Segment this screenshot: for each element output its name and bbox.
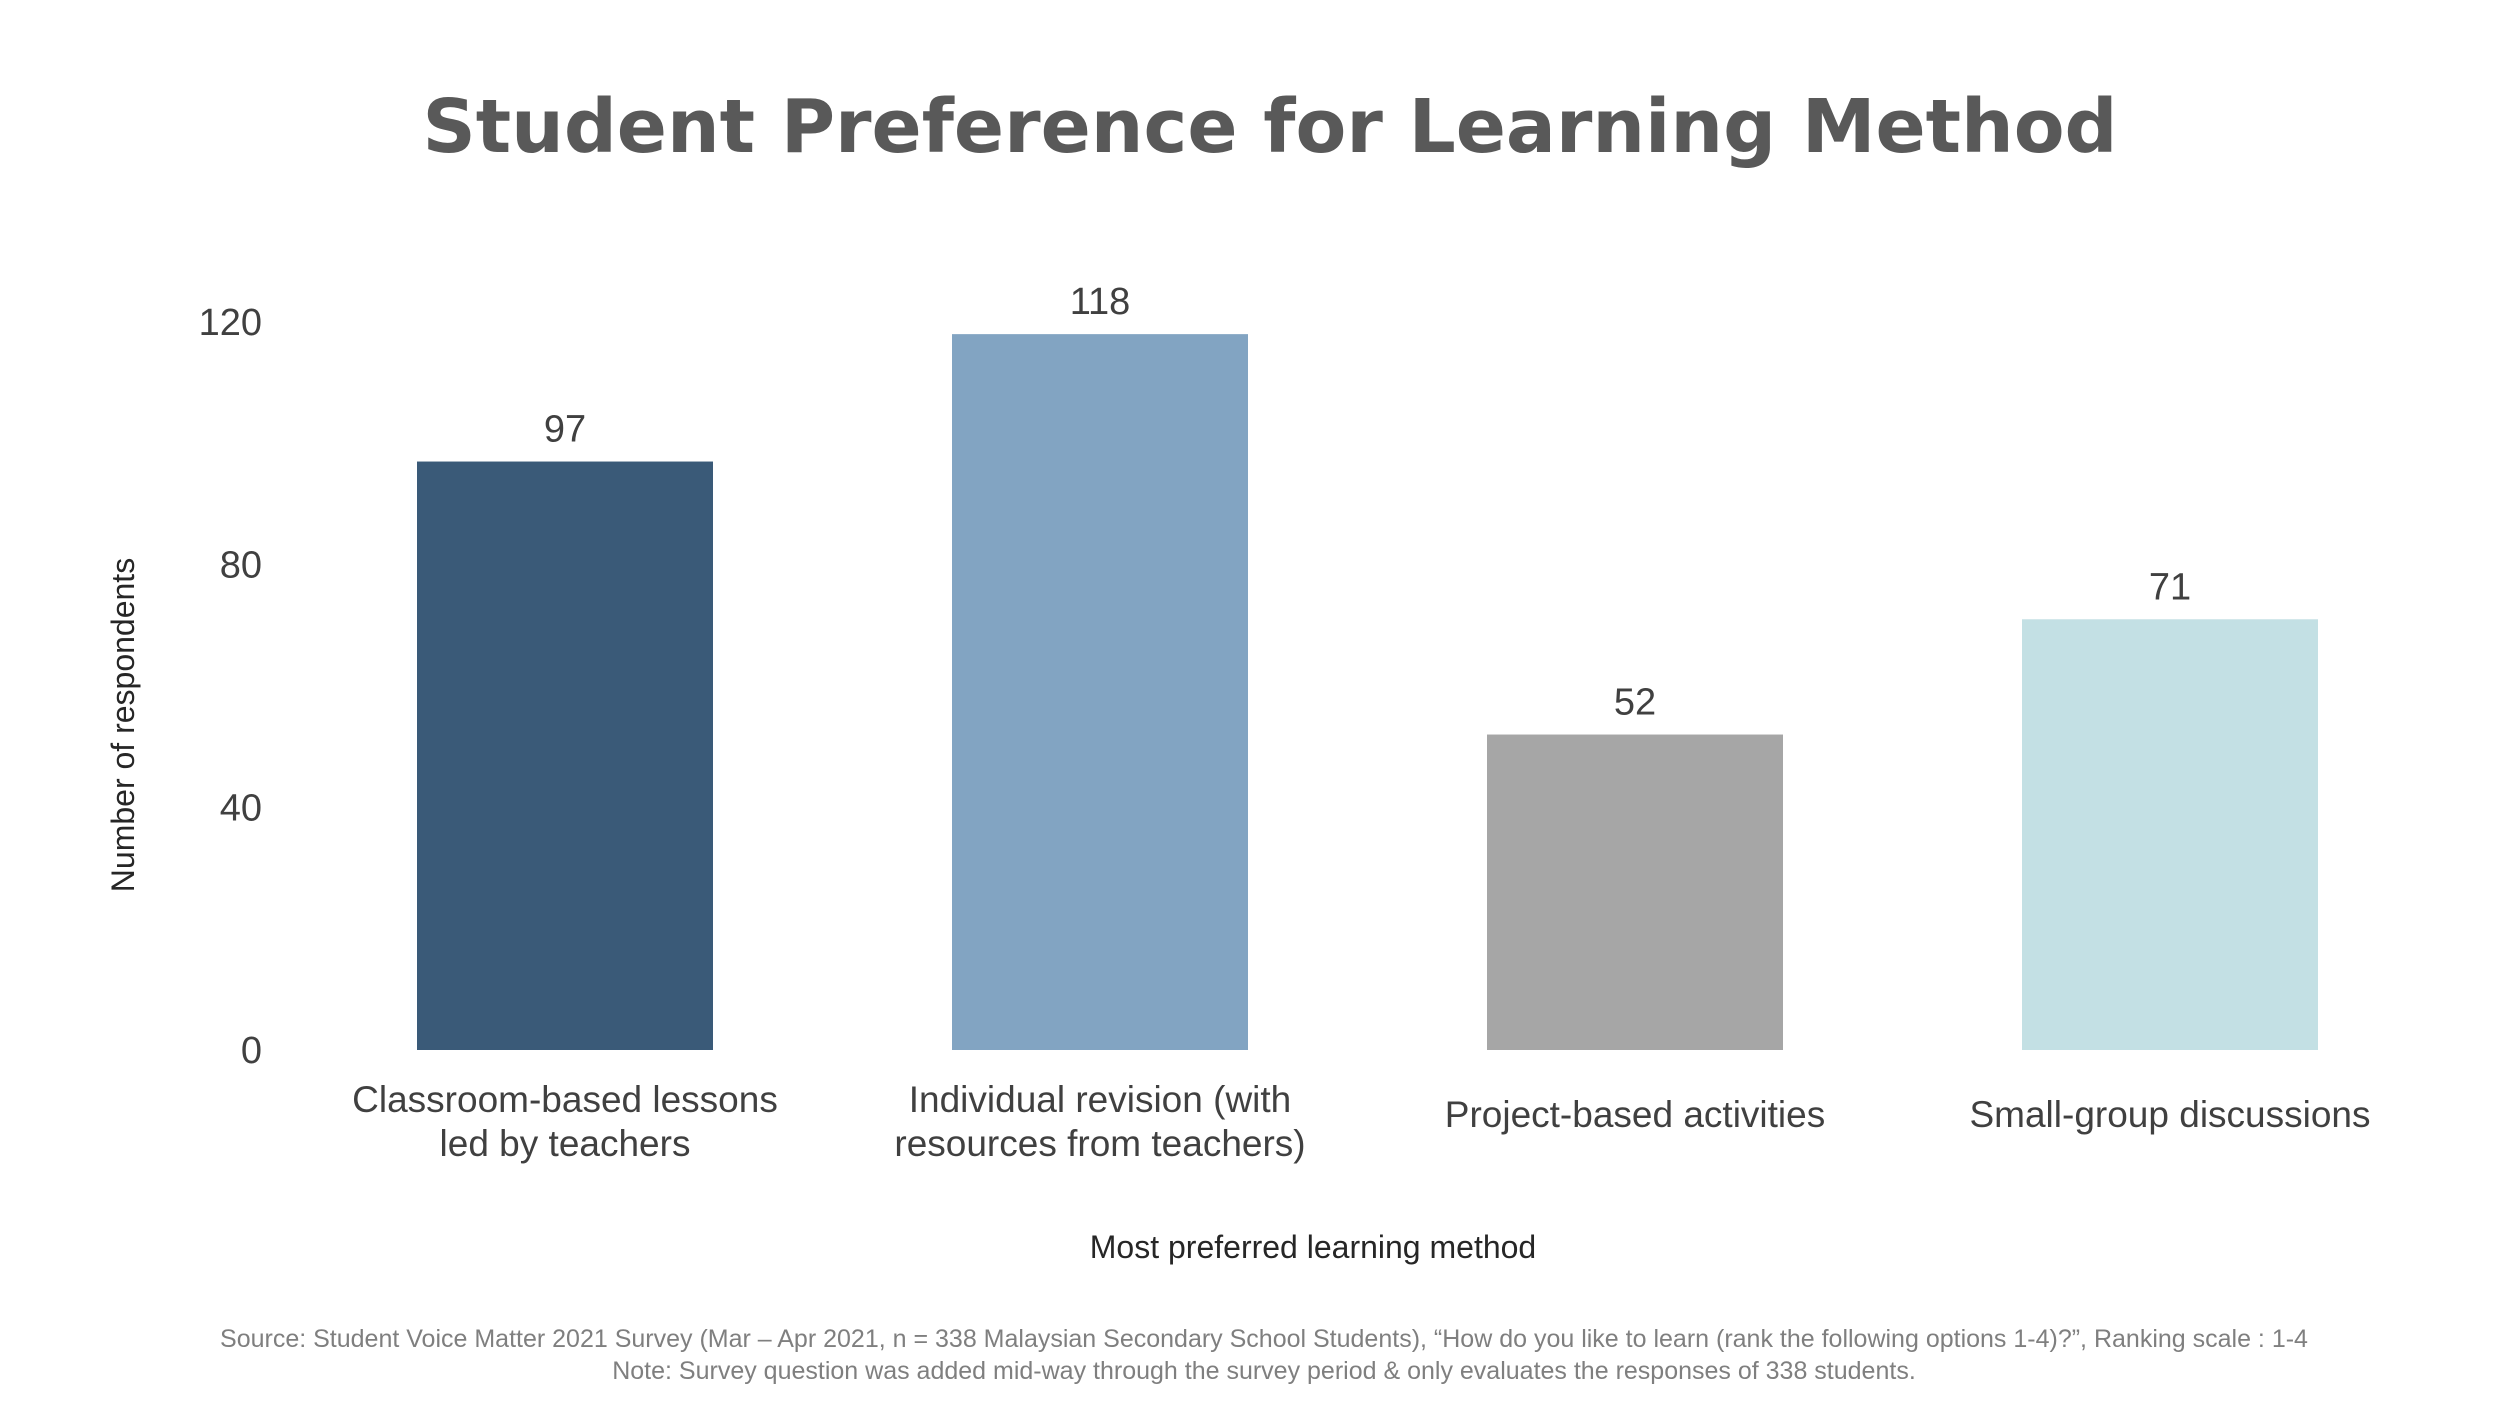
x-tick-label: Project-based activities — [1445, 1094, 1825, 1135]
bar — [417, 461, 713, 1050]
x-axis-label: Most preferred learning method — [1090, 1229, 1536, 1265]
x-tick-label: Individual revision (with — [909, 1079, 1292, 1120]
bars — [417, 334, 2318, 1051]
y-tick-label: 0 — [241, 1030, 262, 1072]
bar — [1487, 734, 1783, 1050]
y-tick-label: 80 — [220, 545, 262, 587]
y-tick-label: 120 — [199, 302, 262, 344]
y-axis-label: Number of respondents — [105, 558, 141, 892]
bar — [2022, 619, 2318, 1050]
bar-value-label: 52 — [1614, 682, 1656, 724]
x-tick-label: Classroom-based lessons — [352, 1079, 778, 1120]
x-tick-label: led by teachers — [440, 1123, 691, 1164]
x-tick-label: Small-group discussions — [1969, 1094, 2370, 1135]
y-tick-label: 40 — [220, 787, 262, 829]
bar-value-label: 118 — [1070, 281, 1131, 323]
data-labels: 97 118 52 71 — [544, 281, 2191, 723]
bar — [952, 334, 1248, 1051]
x-tick-label: resources from teachers) — [894, 1123, 1305, 1164]
source-footnote: Source: Student Voice Matter 2021 Survey… — [220, 1325, 2308, 1353]
note-footnote: Note: Survey question was added mid-way … — [612, 1357, 1916, 1385]
chart-title: Student Preference for Learning Method — [422, 84, 2117, 170]
y-axis-ticks: 0 40 80 120 — [199, 302, 262, 1072]
bar-value-label: 71 — [2149, 566, 2191, 608]
bar-value-label: 97 — [544, 409, 586, 451]
